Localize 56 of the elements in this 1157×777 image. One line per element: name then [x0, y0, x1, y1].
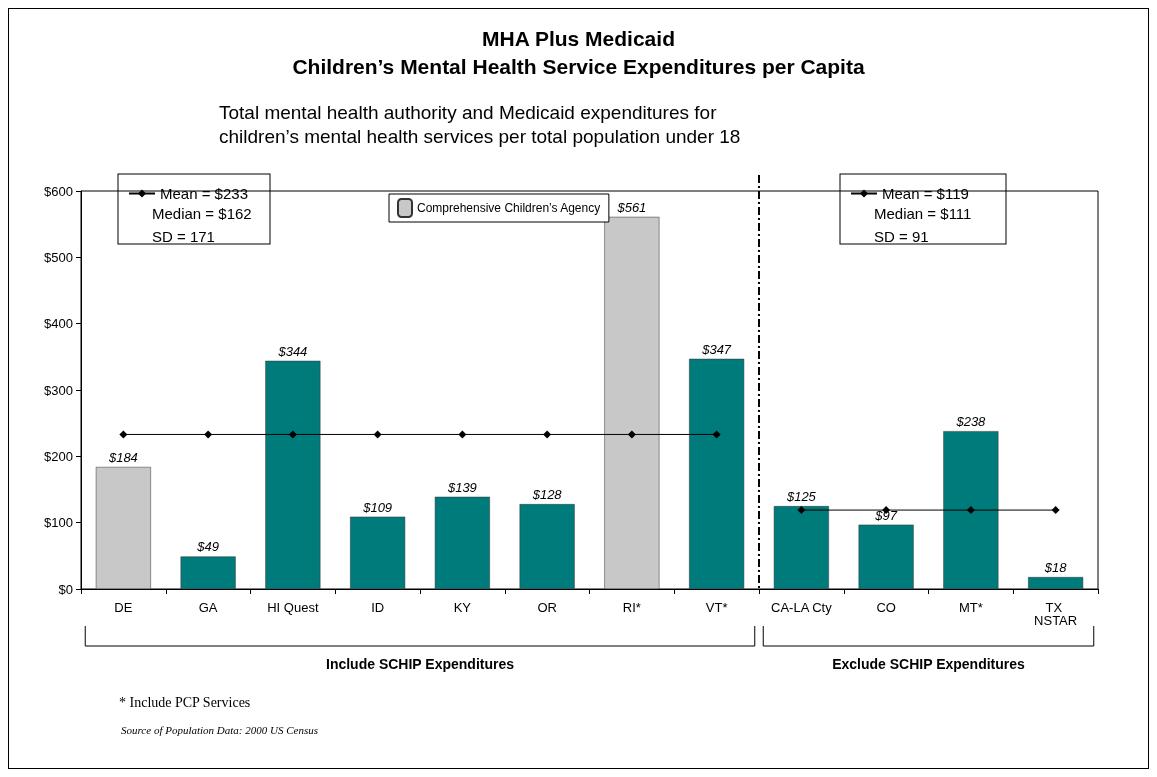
x-tick-label: ID	[371, 600, 385, 615]
bar	[773, 506, 829, 589]
data-label: $128	[531, 487, 563, 503]
data-label: $238	[955, 414, 987, 430]
bar	[858, 524, 914, 589]
text: * Include PCP Services	[119, 694, 251, 710]
data-label: $109	[362, 499, 393, 515]
annotation: SD = 91	[874, 228, 929, 245]
data-label: $18	[1043, 560, 1068, 576]
x-tick-label: TX NSTAR	[1034, 600, 1078, 628]
data-label: $344	[277, 343, 308, 359]
x-tick-label: VT*	[705, 600, 728, 615]
bar	[265, 360, 321, 589]
text: Include SCHIP Expenditures	[325, 656, 515, 672]
y-tick-label: $400	[44, 316, 73, 332]
x-tick-label: HI Quest	[267, 600, 319, 615]
bar	[519, 504, 575, 589]
y-tick-label: $0	[58, 581, 73, 597]
source-note: Source of Population Data: 2000 US Census	[121, 723, 318, 736]
legend-label: Mean = $233	[160, 185, 248, 202]
x-tick-label: OR	[537, 600, 557, 615]
x-tick-label: KY	[453, 600, 472, 615]
chart-subtitle: Total mental health authority and Medicaid expenditures for children’s mental health services per total population under 18	[219, 101, 741, 147]
text: Exclude SCHIP Expenditures	[832, 656, 1026, 672]
data-label: $347	[701, 341, 732, 357]
annotation: Median = $111	[874, 205, 972, 222]
bar	[1028, 577, 1084, 589]
data-label: $49	[196, 539, 219, 555]
bar	[350, 516, 406, 589]
data-label: $139	[446, 479, 477, 495]
data-label: $184	[107, 449, 138, 465]
legend-label: Mean = $119	[882, 185, 969, 202]
bar	[604, 216, 660, 589]
y-tick-label: $500	[44, 249, 73, 265]
x-tick-label: DE	[114, 600, 133, 615]
y-tick-label: $100	[44, 515, 73, 531]
chart-title: MHA Plus Medicaid Children’s Mental Health Service Expenditures per Capita	[292, 26, 865, 78]
bar	[180, 556, 236, 589]
x-tick-label: CO	[876, 600, 896, 615]
bar	[434, 496, 490, 589]
y-tick-label: $600	[44, 183, 73, 199]
bar	[943, 431, 999, 589]
annotation: Median = $162	[152, 205, 252, 222]
x-tick-label: GA	[198, 600, 218, 615]
data-label: $125	[785, 489, 817, 505]
data-label: $97	[874, 507, 898, 523]
annotation: SD = 171	[152, 228, 215, 245]
bar	[95, 466, 151, 589]
x-tick-label: RI*	[622, 600, 641, 615]
x-tick-label: CA-LA Cty	[771, 600, 833, 615]
data-label: $561	[616, 199, 647, 215]
y-tick-label: $200	[44, 448, 73, 464]
y-tick-label: $300	[44, 382, 73, 398]
bar	[689, 358, 745, 589]
legend-label: Comprehensive Children’s Agency	[417, 201, 601, 215]
x-tick-label: MT*	[958, 600, 983, 615]
